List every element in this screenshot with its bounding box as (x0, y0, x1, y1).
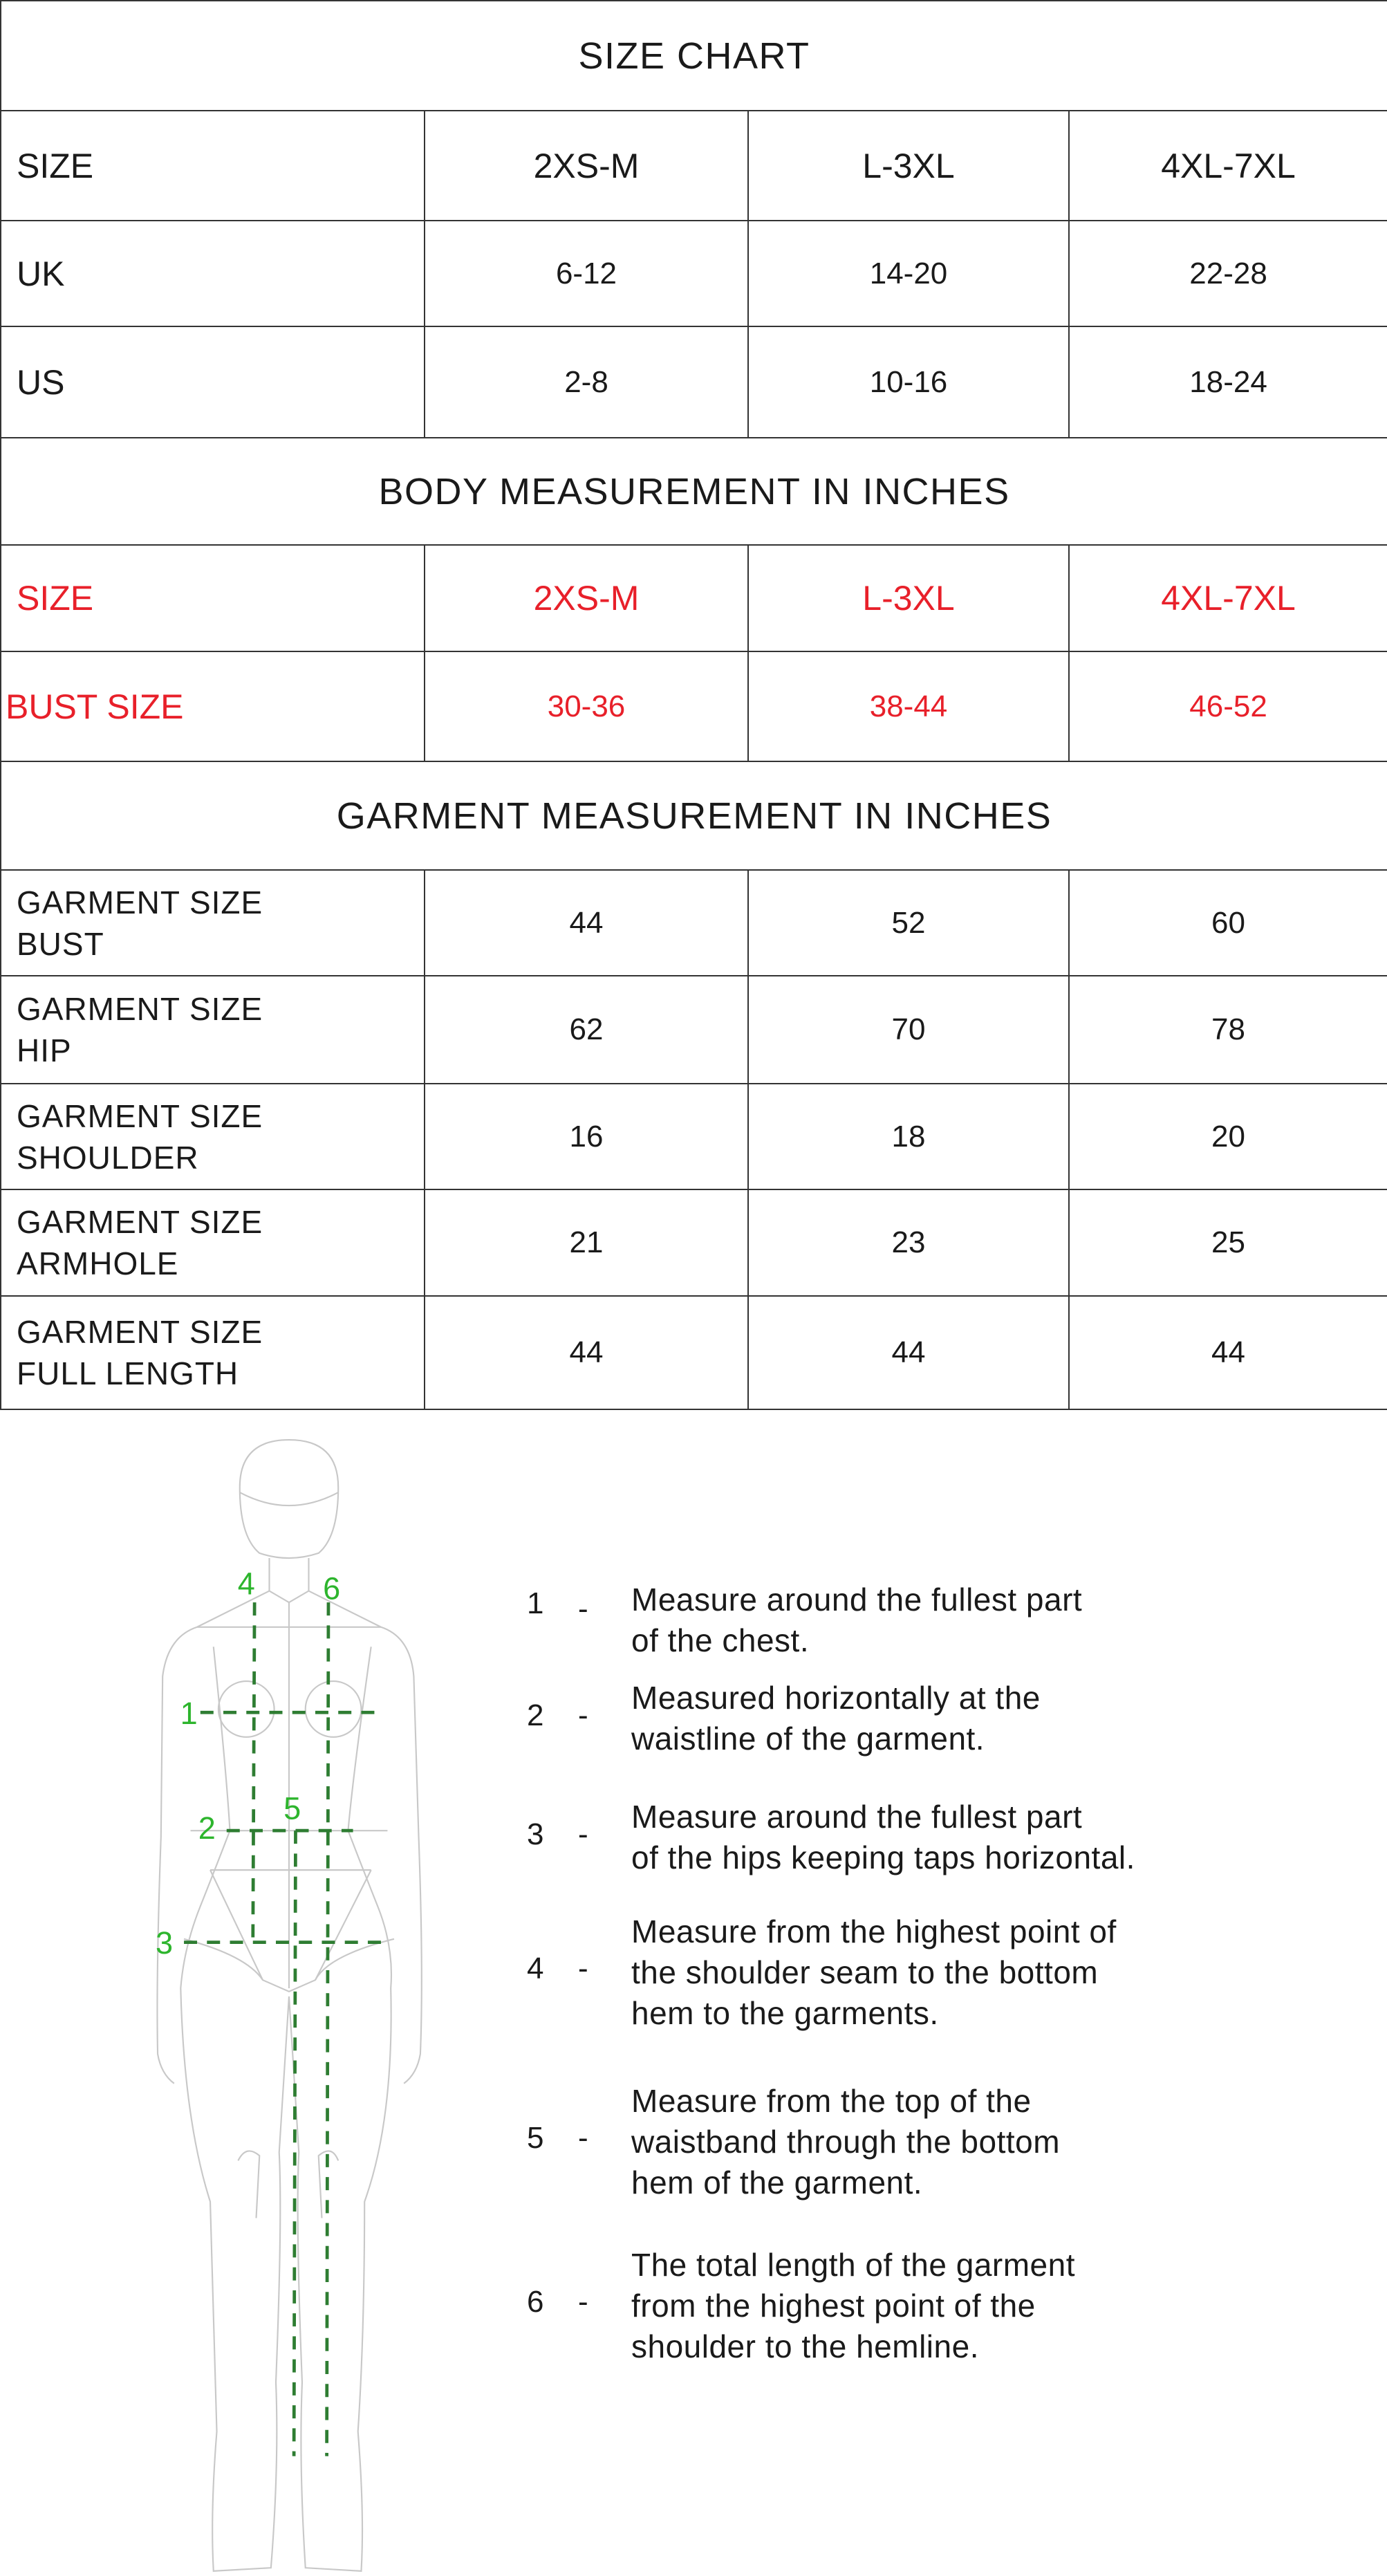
cell: 62 (424, 975, 749, 1084)
instruction-dash: - (578, 1952, 588, 1985)
instruction-number: 4 (527, 1952, 544, 1985)
instruction-number: 1 (527, 1586, 544, 1620)
marker-2: 2 (198, 1810, 216, 1846)
marker-3: 3 (156, 1925, 173, 1961)
cell: 10-16 (747, 326, 1070, 438)
cell: 44 (424, 1295, 749, 1410)
row-label: GARMENT SIZE SHOULDER (0, 1083, 425, 1190)
cell: 78 (1068, 975, 1387, 1084)
body-measurement-figure: 1 2 3 4 5 6 (156, 1439, 422, 2573)
marker-4: 4 (238, 1566, 255, 1601)
cell: 46-52 (1068, 651, 1387, 762)
cell: 20 (1068, 1083, 1387, 1190)
table-row: SIZE 2XS-M L-3XL 4XL-7XL (0, 544, 1387, 652)
table-row: BUST SIZE 30-36 38-44 46-52 (0, 651, 1387, 762)
column-header: 4XL-7XL (1068, 110, 1387, 221)
table-row: GARMENT SIZE HIP 62 70 78 (0, 975, 1387, 1084)
column-header: L-3XL (747, 110, 1070, 221)
cell: 23 (747, 1189, 1070, 1297)
row-label: SIZE (0, 544, 425, 652)
instruction-number: 6 (527, 2285, 544, 2319)
table-row: GARMENT SIZE BUST 44 52 60 (0, 869, 1387, 976)
cell: 18-24 (1068, 326, 1387, 438)
table-row: GARMENT SIZE SHOULDER 16 18 20 (0, 1083, 1387, 1190)
size-chart-title: SIZE CHART (0, 0, 1387, 111)
cell: 25 (1068, 1189, 1387, 1297)
size-chart-table: SIZE CHART SIZE 2XS-M L-3XL 4XL-7XL UK 6… (0, 0, 1387, 1410)
cell: 6-12 (424, 220, 749, 327)
table-row: UK 6-12 14-20 22-28 (0, 220, 1387, 327)
measurement-lines (184, 1602, 391, 2456)
instruction-dash: - (578, 1592, 588, 1626)
cell: 22-28 (1068, 220, 1387, 327)
instruction-text: Measure around the fullest part of the h… (631, 1799, 1135, 1875)
row-label: UK (0, 220, 425, 327)
table-row: SIZE 2XS-M L-3XL 4XL-7XL (0, 110, 1387, 221)
cell: 44 (747, 1295, 1070, 1410)
garment-measurement-title: GARMENT MEASUREMENT IN INCHES (0, 761, 1387, 871)
cell: 30-36 (424, 651, 749, 762)
row-label: SIZE (0, 110, 425, 221)
instruction-text: The total length of the garment from the… (631, 2247, 1076, 2364)
instruction-number: 5 (527, 2121, 544, 2155)
cell: 52 (747, 869, 1070, 976)
cell: 16 (424, 1083, 749, 1190)
line-5-waistband-to-hem (292, 1831, 297, 2456)
instruction-number: 3 (527, 1817, 544, 1851)
instruction-text: Measured horizontally at the waistline o… (631, 1680, 1041, 1757)
instruction-text: Measure around the fullest part of the c… (631, 1582, 1083, 1658)
cell: 21 (424, 1189, 749, 1297)
row-label: GARMENT SIZE FULL LENGTH (0, 1295, 425, 1410)
line-4-shoulder-to-hem (251, 1602, 257, 1943)
column-header: 4XL-7XL (1068, 544, 1387, 652)
marker-5: 5 (283, 1791, 301, 1826)
cell: 2-8 (424, 326, 749, 438)
mannequin-outline (156, 1439, 422, 2573)
column-header: 2XS-M (424, 544, 749, 652)
cell: 60 (1068, 869, 1387, 976)
row-label: GARMENT SIZE BUST (0, 869, 425, 976)
table-row: US 2-8 10-16 18-24 (0, 326, 1387, 438)
instruction-dash: - (578, 1698, 588, 1732)
table-row: GARMENT SIZE FULL LENGTH 44 44 44 (0, 1295, 1387, 1410)
row-label: GARMENT SIZE HIP (0, 975, 425, 1084)
row-label: BUST SIZE (0, 651, 425, 762)
instruction-text: Measure from the top of the waistband th… (631, 2083, 1061, 2200)
table-row: GARMENT SIZE ARMHOLE 21 23 25 (0, 1189, 1387, 1297)
row-label: GARMENT SIZE ARMHOLE (0, 1189, 425, 1297)
instruction-number: 2 (527, 1698, 544, 1732)
marker-1: 1 (180, 1696, 198, 1731)
instruction-dash: - (578, 1817, 588, 1851)
cell: 44 (424, 869, 749, 976)
cell: 14-20 (747, 220, 1070, 327)
column-header: L-3XL (747, 544, 1070, 652)
cell: 38-44 (747, 651, 1070, 762)
cell: 18 (747, 1083, 1070, 1190)
body-measurement-title: BODY MEASUREMENT IN INCHES (0, 437, 1387, 546)
column-header: 2XS-M (424, 110, 749, 221)
row-label: US (0, 326, 425, 438)
instruction-text: Measure from the highest point of the sh… (631, 1914, 1117, 2031)
line-6-full-length (325, 1602, 331, 2456)
cell: 70 (747, 975, 1070, 1084)
instruction-dash: - (578, 2121, 588, 2155)
instruction-dash: - (578, 2285, 588, 2319)
marker-6: 6 (323, 1570, 340, 1606)
cell: 44 (1068, 1295, 1387, 1410)
